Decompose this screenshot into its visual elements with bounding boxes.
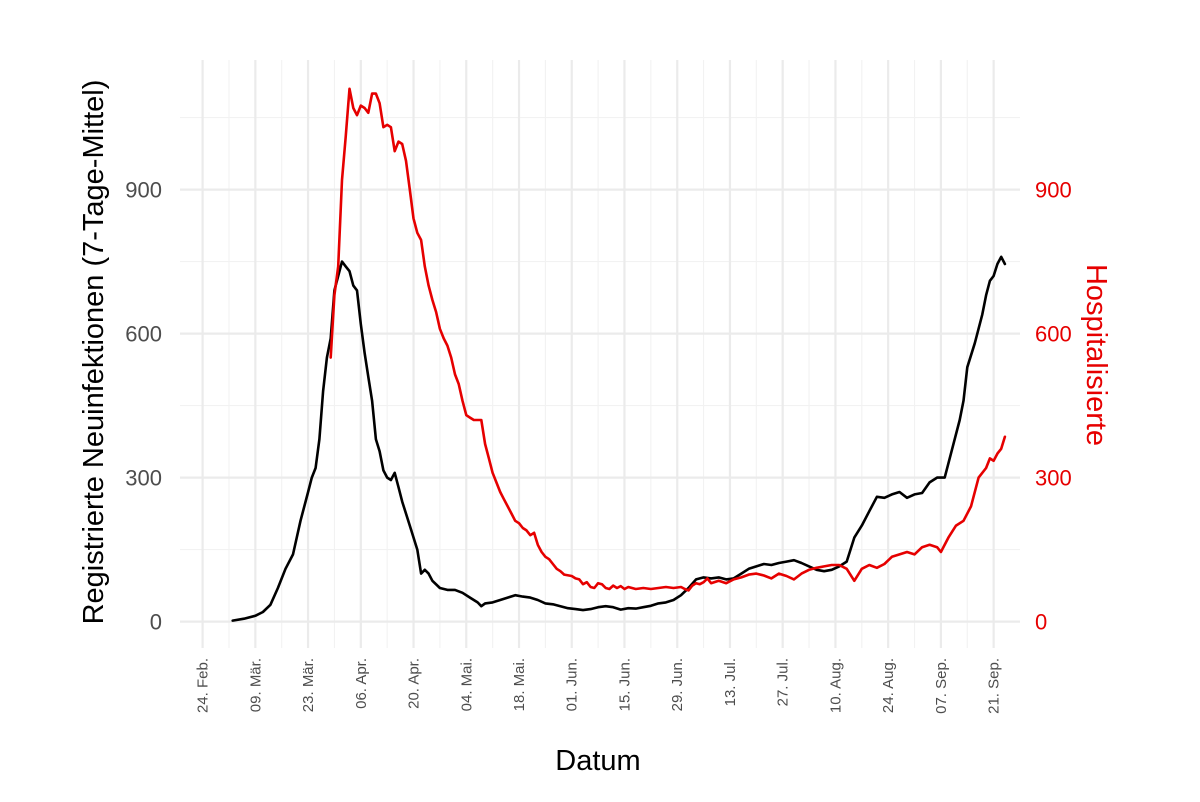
series-line-hospitalized — [329, 87, 1007, 592]
x-tick-label: 24. Feb. — [195, 658, 212, 713]
x-tick-label: 20. Apr. — [406, 658, 423, 709]
y-tick-label-left: 900 — [125, 178, 162, 203]
y-tick-label-right: 300 — [1035, 466, 1072, 491]
left-y-tick-labels: 0 300 600 900 — [125, 178, 162, 635]
x-tick-label: 24. Aug. — [880, 658, 897, 713]
x-tick-label: 06. Apr. — [353, 658, 370, 709]
x-tick-labels: 24. Feb. 09. Mär. 23. Mär. 06. Apr. 20. Apr.… — [195, 658, 1003, 714]
x-tick-label: 18. Mai. — [511, 658, 528, 711]
x-tick-label: 09. Mär. — [247, 658, 264, 712]
y-tick-label-left: 300 — [125, 466, 162, 491]
y-tick-label-right: 0 — [1035, 610, 1047, 635]
x-tick-label: 07. Sep. — [933, 658, 950, 714]
y-axis-title-left: Registrierte Neuinfektionen (7-Tage-Mitt… — [78, 80, 110, 625]
major-gridlines — [180, 60, 1020, 648]
x-tick-label: 01. Jun. — [564, 658, 581, 711]
y-tick-label-right: 600 — [1035, 322, 1072, 347]
x-tick-label: 23. Mär. — [300, 658, 317, 712]
x-axis-title: Datum — [555, 745, 640, 777]
y-tick-label-left: 0 — [150, 610, 162, 635]
y-tick-label-left: 600 — [125, 322, 162, 347]
x-tick-label: 04. Mai. — [458, 658, 475, 711]
y-axis-title-right: Hospitalisierte — [1080, 264, 1112, 446]
x-tick-label: 29. Jun. — [669, 658, 686, 711]
minor-gridlines — [180, 60, 1020, 648]
right-y-tick-labels: 0 300 600 900 — [1035, 178, 1072, 635]
x-tick-label: 15. Jun. — [616, 658, 633, 711]
x-tick-label: 21. Sep. — [986, 658, 1003, 714]
x-tick-label: 13. Jul. — [722, 658, 739, 706]
series-lines — [231, 87, 1007, 622]
series-line-infections — [231, 255, 1007, 622]
y-tick-label-right: 900 — [1035, 178, 1072, 203]
x-tick-label: 27. Jul. — [775, 658, 792, 706]
x-tick-label: 10. Aug. — [827, 658, 844, 713]
